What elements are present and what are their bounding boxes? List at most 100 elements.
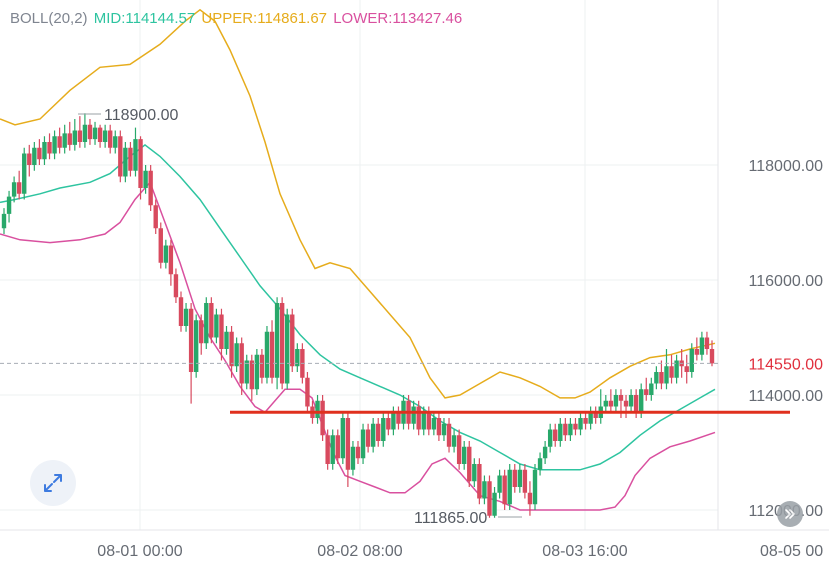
mid-value: 114144.57 — [125, 10, 196, 27]
candle — [360, 423, 366, 464]
candle-body — [163, 245, 169, 263]
candle-body — [583, 418, 588, 424]
candle-body — [123, 147, 128, 177]
candle — [704, 331, 710, 355]
expand-chart-button[interactable] — [30, 460, 76, 506]
candle — [138, 136, 143, 200]
candle-body — [421, 412, 426, 430]
candle-body — [16, 182, 22, 194]
candle-body — [694, 349, 700, 355]
candle-body — [102, 130, 108, 142]
candle — [598, 389, 603, 424]
candle-body — [462, 446, 467, 464]
candle-body — [365, 429, 371, 447]
candle-body — [699, 337, 705, 355]
candle-body — [704, 337, 710, 349]
candle — [188, 303, 194, 404]
candle — [689, 343, 694, 378]
candle-body — [52, 136, 57, 154]
candle — [522, 464, 528, 499]
candle — [350, 441, 356, 476]
candle — [193, 314, 199, 378]
candle — [16, 170, 22, 200]
candle — [568, 418, 573, 441]
candle-body — [199, 320, 204, 344]
candle — [340, 412, 346, 464]
candle-body — [143, 170, 148, 188]
candle-body — [295, 349, 300, 367]
candle — [325, 429, 330, 470]
candle — [305, 372, 310, 413]
current-price-tag: 114550.00 — [749, 356, 824, 373]
candle — [52, 130, 57, 160]
candle-body — [441, 423, 447, 436]
candle-body — [659, 372, 664, 384]
candle — [370, 418, 376, 453]
y-tick-label: 118000.00 — [749, 158, 824, 175]
candle-body — [416, 406, 421, 430]
candle-body — [290, 314, 295, 367]
candle-body — [467, 446, 472, 482]
candle — [118, 130, 123, 183]
candle — [593, 406, 598, 424]
candle — [563, 418, 568, 441]
mid-label: MID: — [93, 10, 126, 27]
candle-body — [522, 469, 528, 493]
candle-body — [456, 435, 462, 464]
lower-band-line — [0, 180, 716, 511]
candle — [649, 377, 654, 401]
candle-body — [613, 395, 619, 407]
candle-body — [315, 400, 320, 418]
scroll-to-latest-button[interactable] — [777, 501, 803, 527]
candle-body — [477, 464, 482, 499]
candle — [547, 423, 553, 453]
candle-body — [153, 205, 158, 229]
candle — [482, 475, 487, 505]
candles-group — [1, 113, 715, 518]
candle — [386, 412, 391, 436]
current-price-tag-bg — [726, 352, 829, 375]
candle — [628, 389, 634, 413]
candle — [102, 124, 108, 148]
candle — [462, 441, 467, 470]
candle-body — [108, 130, 113, 148]
candle-body — [47, 142, 52, 154]
candle — [254, 349, 260, 395]
candle-body — [654, 372, 659, 384]
candle — [507, 464, 512, 510]
candle — [219, 308, 224, 361]
candle-body — [492, 492, 497, 516]
candle-body — [553, 429, 558, 441]
candle — [229, 326, 234, 378]
candle-body — [487, 481, 492, 516]
candle — [234, 337, 239, 372]
candle — [664, 349, 669, 390]
candle-body — [87, 124, 93, 140]
candle-body — [219, 314, 224, 349]
candle-body — [82, 124, 88, 142]
candle-body — [92, 127, 98, 140]
candle — [320, 395, 325, 441]
candle-body — [249, 360, 254, 390]
candle — [396, 406, 401, 430]
candle — [153, 199, 158, 234]
candle — [436, 412, 442, 441]
candle — [608, 389, 614, 413]
candle-body — [188, 308, 194, 372]
candle-body — [593, 412, 598, 418]
candle — [11, 176, 17, 203]
candle-body — [274, 303, 280, 378]
candle — [37, 139, 42, 165]
x-tick-label: 08-05 00 — [760, 543, 823, 560]
candle-body — [482, 481, 487, 499]
candle-body — [532, 469, 538, 505]
candle — [178, 291, 184, 332]
candle — [209, 297, 214, 344]
candle-body — [32, 147, 37, 165]
candle-body — [360, 429, 366, 459]
candle — [128, 142, 133, 177]
candle — [537, 452, 543, 476]
candle — [133, 127, 138, 177]
candle — [330, 429, 335, 470]
candle-body — [537, 458, 543, 470]
